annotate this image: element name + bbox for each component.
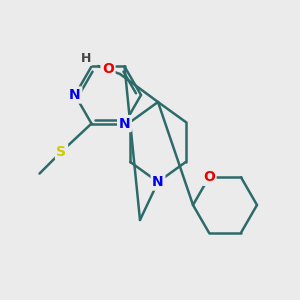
Text: N: N [119, 117, 130, 130]
Text: N: N [69, 88, 81, 102]
Text: N: N [152, 175, 164, 189]
Text: H: H [81, 52, 91, 64]
Text: S: S [56, 145, 67, 159]
Text: O: O [102, 62, 114, 76]
Text: O: O [203, 170, 215, 184]
